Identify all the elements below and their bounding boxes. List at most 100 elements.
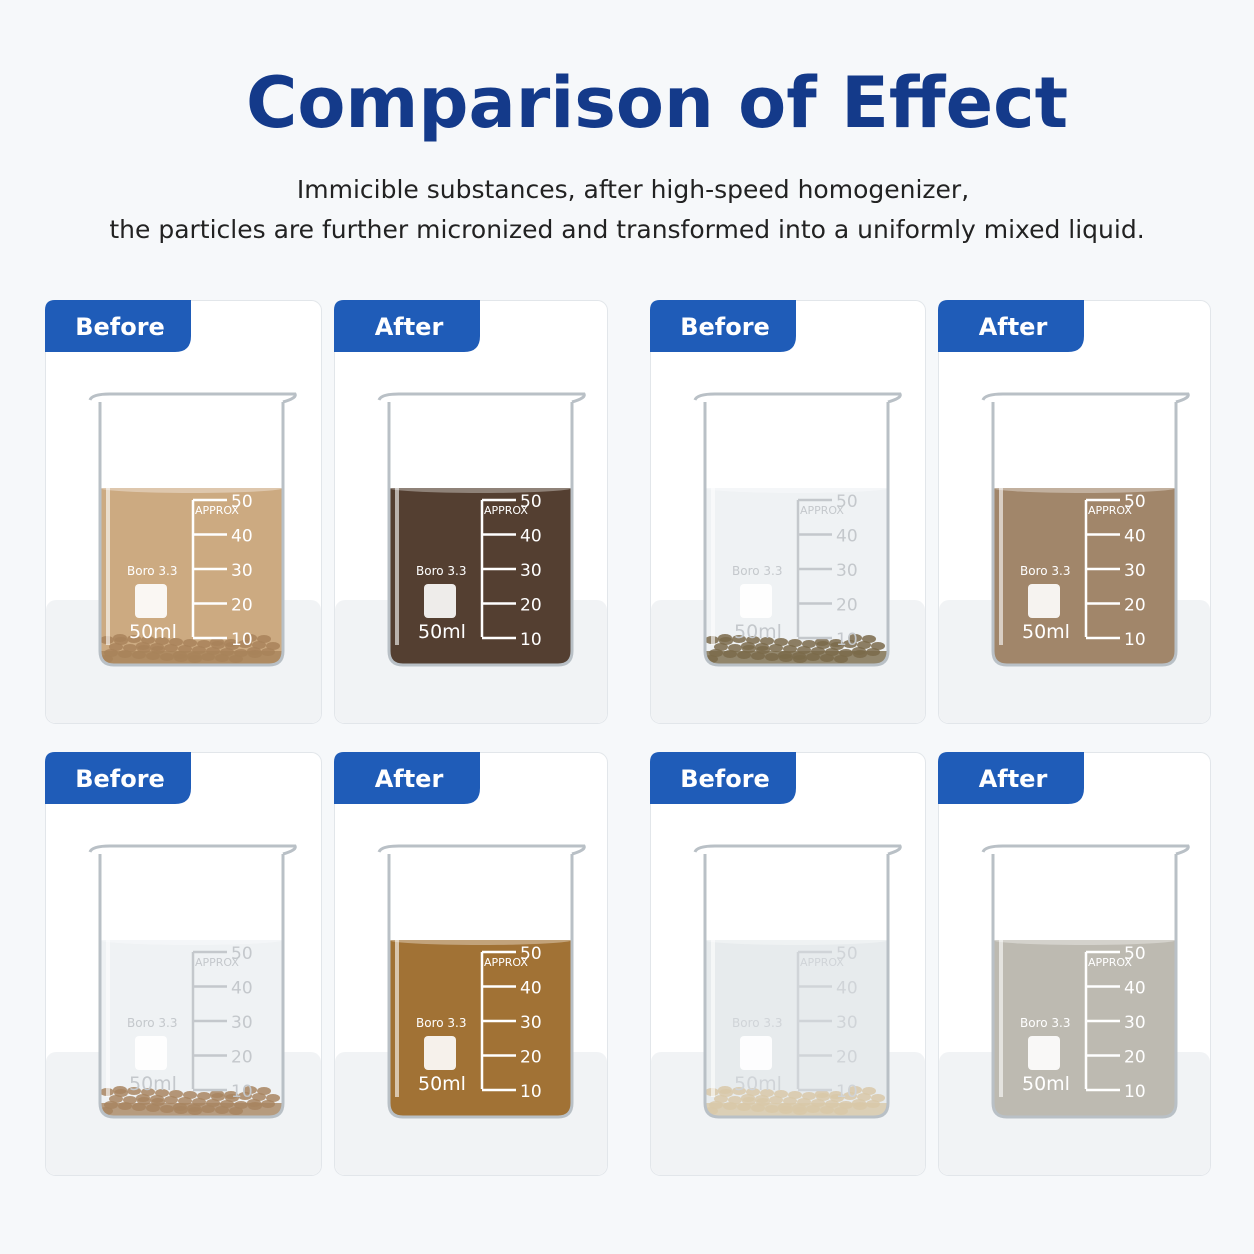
liquid-surface [705,935,888,945]
sediment-particle [816,641,830,649]
sediment-particle [862,635,876,643]
scale-label: 50 [520,492,542,512]
sediment-particle [862,1087,876,1095]
liquid-group [389,483,572,665]
brand-text: Boro 3.3 [1020,1016,1070,1030]
brand-text: Boro 3.3 [127,1016,177,1030]
subtitle-line: the particles are further micronized and… [109,215,1144,244]
scale-label: 20 [1124,596,1146,616]
sediment-bed [100,651,283,665]
sediment-particle [114,637,128,645]
scale-label: 30 [520,561,542,581]
scale-label: 50 [520,944,542,964]
sediment-bed [100,1103,283,1117]
label-square [740,1036,772,1070]
sediment-bed [705,651,888,665]
scale-label: 40 [836,979,858,999]
scale-label: 40 [231,979,253,999]
sediment-particle [123,644,137,652]
liquid-surface [389,935,572,945]
sediment-particle [830,642,844,650]
panel-label: Before [680,765,770,793]
scale-label: 20 [836,1048,858,1068]
sediment-particle [225,642,239,650]
liquid-group [100,483,283,665]
sediment-particle [788,639,802,647]
label-tab [650,300,796,352]
sediment-particle [871,1094,885,1102]
beaker-rim [377,844,586,856]
scale-label: 10 [1124,1082,1146,1102]
approx-text: APPROX [484,504,528,517]
sediment-bed [705,1103,888,1117]
sediment-particle [788,1091,802,1099]
sediment-particle [123,1096,137,1104]
scale-label: 10 [836,1082,858,1102]
scale-label: 50 [1124,944,1146,964]
sediment-particle [252,641,266,649]
scale-label: 10 [836,630,858,650]
scale-label: 30 [836,561,858,581]
sediment-particle [238,640,252,648]
subtitle-line: Immicible substances, after high-speed h… [297,175,969,204]
label-square [740,584,772,618]
sediment-particle [211,1093,225,1101]
panel-label: Before [75,765,165,793]
brand-text: Boro 3.3 [127,564,177,578]
scale-label: 30 [520,1013,542,1033]
scale-label: 20 [231,1048,253,1068]
liquid-group [705,483,888,665]
sediment-particle [857,641,871,649]
approx-text: APPROX [484,956,528,969]
brand-text: Boro 3.3 [1020,564,1070,578]
beaker-rim [693,844,902,856]
sediment-particle [155,637,169,645]
scale-label: 50 [836,492,858,512]
label-tab [650,752,796,804]
label-square [1028,584,1060,618]
sediment-particle [141,636,155,644]
scale-label: 40 [231,527,253,547]
liquid-surface [389,483,572,493]
liquid-group [993,935,1176,1117]
beaker-rim [693,392,902,404]
sediment-particle [714,1095,728,1103]
label-tab [938,752,1084,804]
brand-text: Boro 3.3 [416,564,466,578]
scale-label: 40 [520,979,542,999]
scale-label: 30 [1124,561,1146,581]
sediment-particle [127,635,141,643]
liquid-surface [993,483,1176,493]
sediment-particle [164,1096,178,1104]
beaker-rim [981,392,1190,404]
sediment-particle [257,1087,271,1095]
sediment-particle [109,643,123,651]
scale-label: 10 [231,1082,253,1102]
beaker-glass [98,402,285,667]
panel-label: After [979,313,1048,341]
approx-text: APPROX [800,956,844,969]
sediment-particle [183,639,197,647]
sediment-particle [848,1086,862,1094]
scale-label: 20 [520,1048,542,1068]
sediment-particle [769,644,783,652]
scale-label: 20 [520,596,542,616]
sediment-particle [169,1090,183,1098]
label-tab [45,752,191,804]
label-square [1028,1036,1060,1070]
sediment-particle [843,640,857,648]
label-tab [45,300,191,352]
beaker-rim [88,844,297,856]
sediment-particle [238,1092,252,1100]
scale-label: 30 [836,1013,858,1033]
scale-label: 40 [1124,527,1146,547]
liquid-group [100,935,283,1117]
liquid [389,940,572,1117]
beaker-rim [88,392,297,404]
sediment-particle [728,1096,742,1104]
